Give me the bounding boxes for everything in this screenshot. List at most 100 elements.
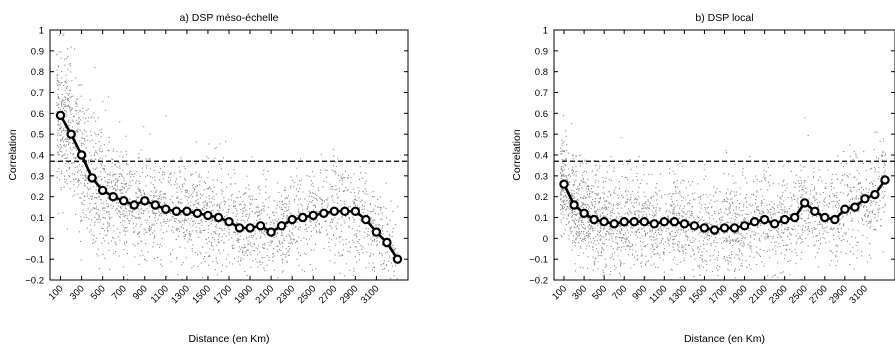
scatter-point xyxy=(799,191,800,192)
scatter-point xyxy=(586,207,587,208)
scatter-point xyxy=(311,202,312,203)
scatter-point xyxy=(109,219,110,220)
scatter-point xyxy=(212,205,213,206)
scatter-point xyxy=(834,196,835,197)
scatter-point xyxy=(607,214,608,215)
scatter-point xyxy=(282,262,283,263)
scatter-point xyxy=(789,208,790,209)
scatter-point xyxy=(737,214,738,215)
scatter-point xyxy=(180,222,181,223)
scatter-point xyxy=(81,193,82,194)
scatter-point xyxy=(561,191,562,192)
scatter-point xyxy=(651,239,652,240)
scatter-point xyxy=(109,142,110,143)
scatter-point xyxy=(664,194,665,195)
scatter-point xyxy=(107,174,108,175)
scatter-point xyxy=(113,180,114,181)
scatter-point xyxy=(603,182,604,183)
scatter-point xyxy=(656,183,657,184)
scatter-point xyxy=(366,252,367,253)
scatter-point xyxy=(739,207,740,208)
scatter-point xyxy=(123,225,124,226)
scatter-point xyxy=(126,164,127,165)
scatter-point xyxy=(332,221,333,222)
scatter-point xyxy=(774,210,775,211)
scatter-point xyxy=(286,248,287,249)
scatter-point xyxy=(57,161,58,162)
scatter-point xyxy=(193,204,194,205)
scatter-point xyxy=(580,165,581,166)
scatter-point xyxy=(641,228,642,229)
y-tick-label: 0.6 xyxy=(31,109,44,120)
scatter-point xyxy=(107,230,108,231)
y-axis-label: Correlation xyxy=(7,129,19,181)
scatter-point xyxy=(57,102,58,103)
scatter-point xyxy=(617,208,618,209)
scatter-point xyxy=(768,211,769,212)
mean-curve-marker xyxy=(299,214,306,221)
scatter-point xyxy=(154,176,155,177)
scatter-point xyxy=(698,247,699,248)
scatter-point xyxy=(104,165,105,166)
scatter-point xyxy=(174,184,175,185)
scatter-point xyxy=(143,190,144,191)
scatter-point xyxy=(67,157,68,158)
scatter-point xyxy=(109,214,110,215)
scatter-point xyxy=(205,183,206,184)
scatter-point xyxy=(75,110,76,111)
scatter-point xyxy=(79,164,80,165)
scatter-point xyxy=(604,193,605,194)
scatter-point xyxy=(609,165,610,166)
scatter-point xyxy=(685,235,686,236)
scatter-point xyxy=(294,200,295,201)
scatter-point xyxy=(677,264,678,265)
scatter-point xyxy=(113,188,114,189)
scatter-point xyxy=(88,208,89,209)
scatter-point xyxy=(395,265,396,266)
scatter-point xyxy=(260,238,261,239)
scatter-point xyxy=(101,199,102,200)
scatter-point xyxy=(335,189,336,190)
scatter-point xyxy=(866,225,867,226)
scatter-point xyxy=(752,216,753,217)
scatter-point xyxy=(127,253,128,254)
scatter-point xyxy=(96,189,97,190)
scatter-point xyxy=(352,240,353,241)
scatter-point xyxy=(766,238,767,239)
scatter-point xyxy=(116,244,117,245)
scatter-point xyxy=(298,209,299,210)
scatter-point xyxy=(786,250,787,251)
scatter-point xyxy=(92,209,93,210)
scatter-point xyxy=(678,241,679,242)
scatter-point xyxy=(763,250,764,251)
scatter-point xyxy=(76,103,77,104)
scatter-point xyxy=(591,208,592,209)
scatter-point xyxy=(810,222,811,223)
scatter-point xyxy=(133,216,134,217)
scatter-point xyxy=(775,245,776,246)
scatter-point xyxy=(606,239,607,240)
scatter-point xyxy=(681,200,682,201)
scatter-point xyxy=(185,219,186,220)
scatter-point xyxy=(371,211,372,212)
scatter-point xyxy=(260,189,261,190)
scatter-point xyxy=(103,224,104,225)
scatter-point xyxy=(112,162,113,163)
scatter-point xyxy=(107,222,108,223)
scatter-point xyxy=(244,255,245,256)
scatter-point xyxy=(175,218,176,219)
scatter-point xyxy=(225,202,226,203)
scatter-point xyxy=(335,245,336,246)
scatter-point xyxy=(196,192,197,193)
scatter-point xyxy=(88,160,89,161)
scatter-point xyxy=(830,229,831,230)
scatter-point xyxy=(601,236,602,237)
scatter-point xyxy=(560,151,561,152)
scatter-point xyxy=(598,193,599,194)
scatter-point xyxy=(595,262,596,263)
scatter-point xyxy=(849,145,850,146)
scatter-point xyxy=(785,190,786,191)
scatter-point xyxy=(639,232,640,233)
scatter-point xyxy=(281,207,282,208)
scatter-point xyxy=(707,208,708,209)
